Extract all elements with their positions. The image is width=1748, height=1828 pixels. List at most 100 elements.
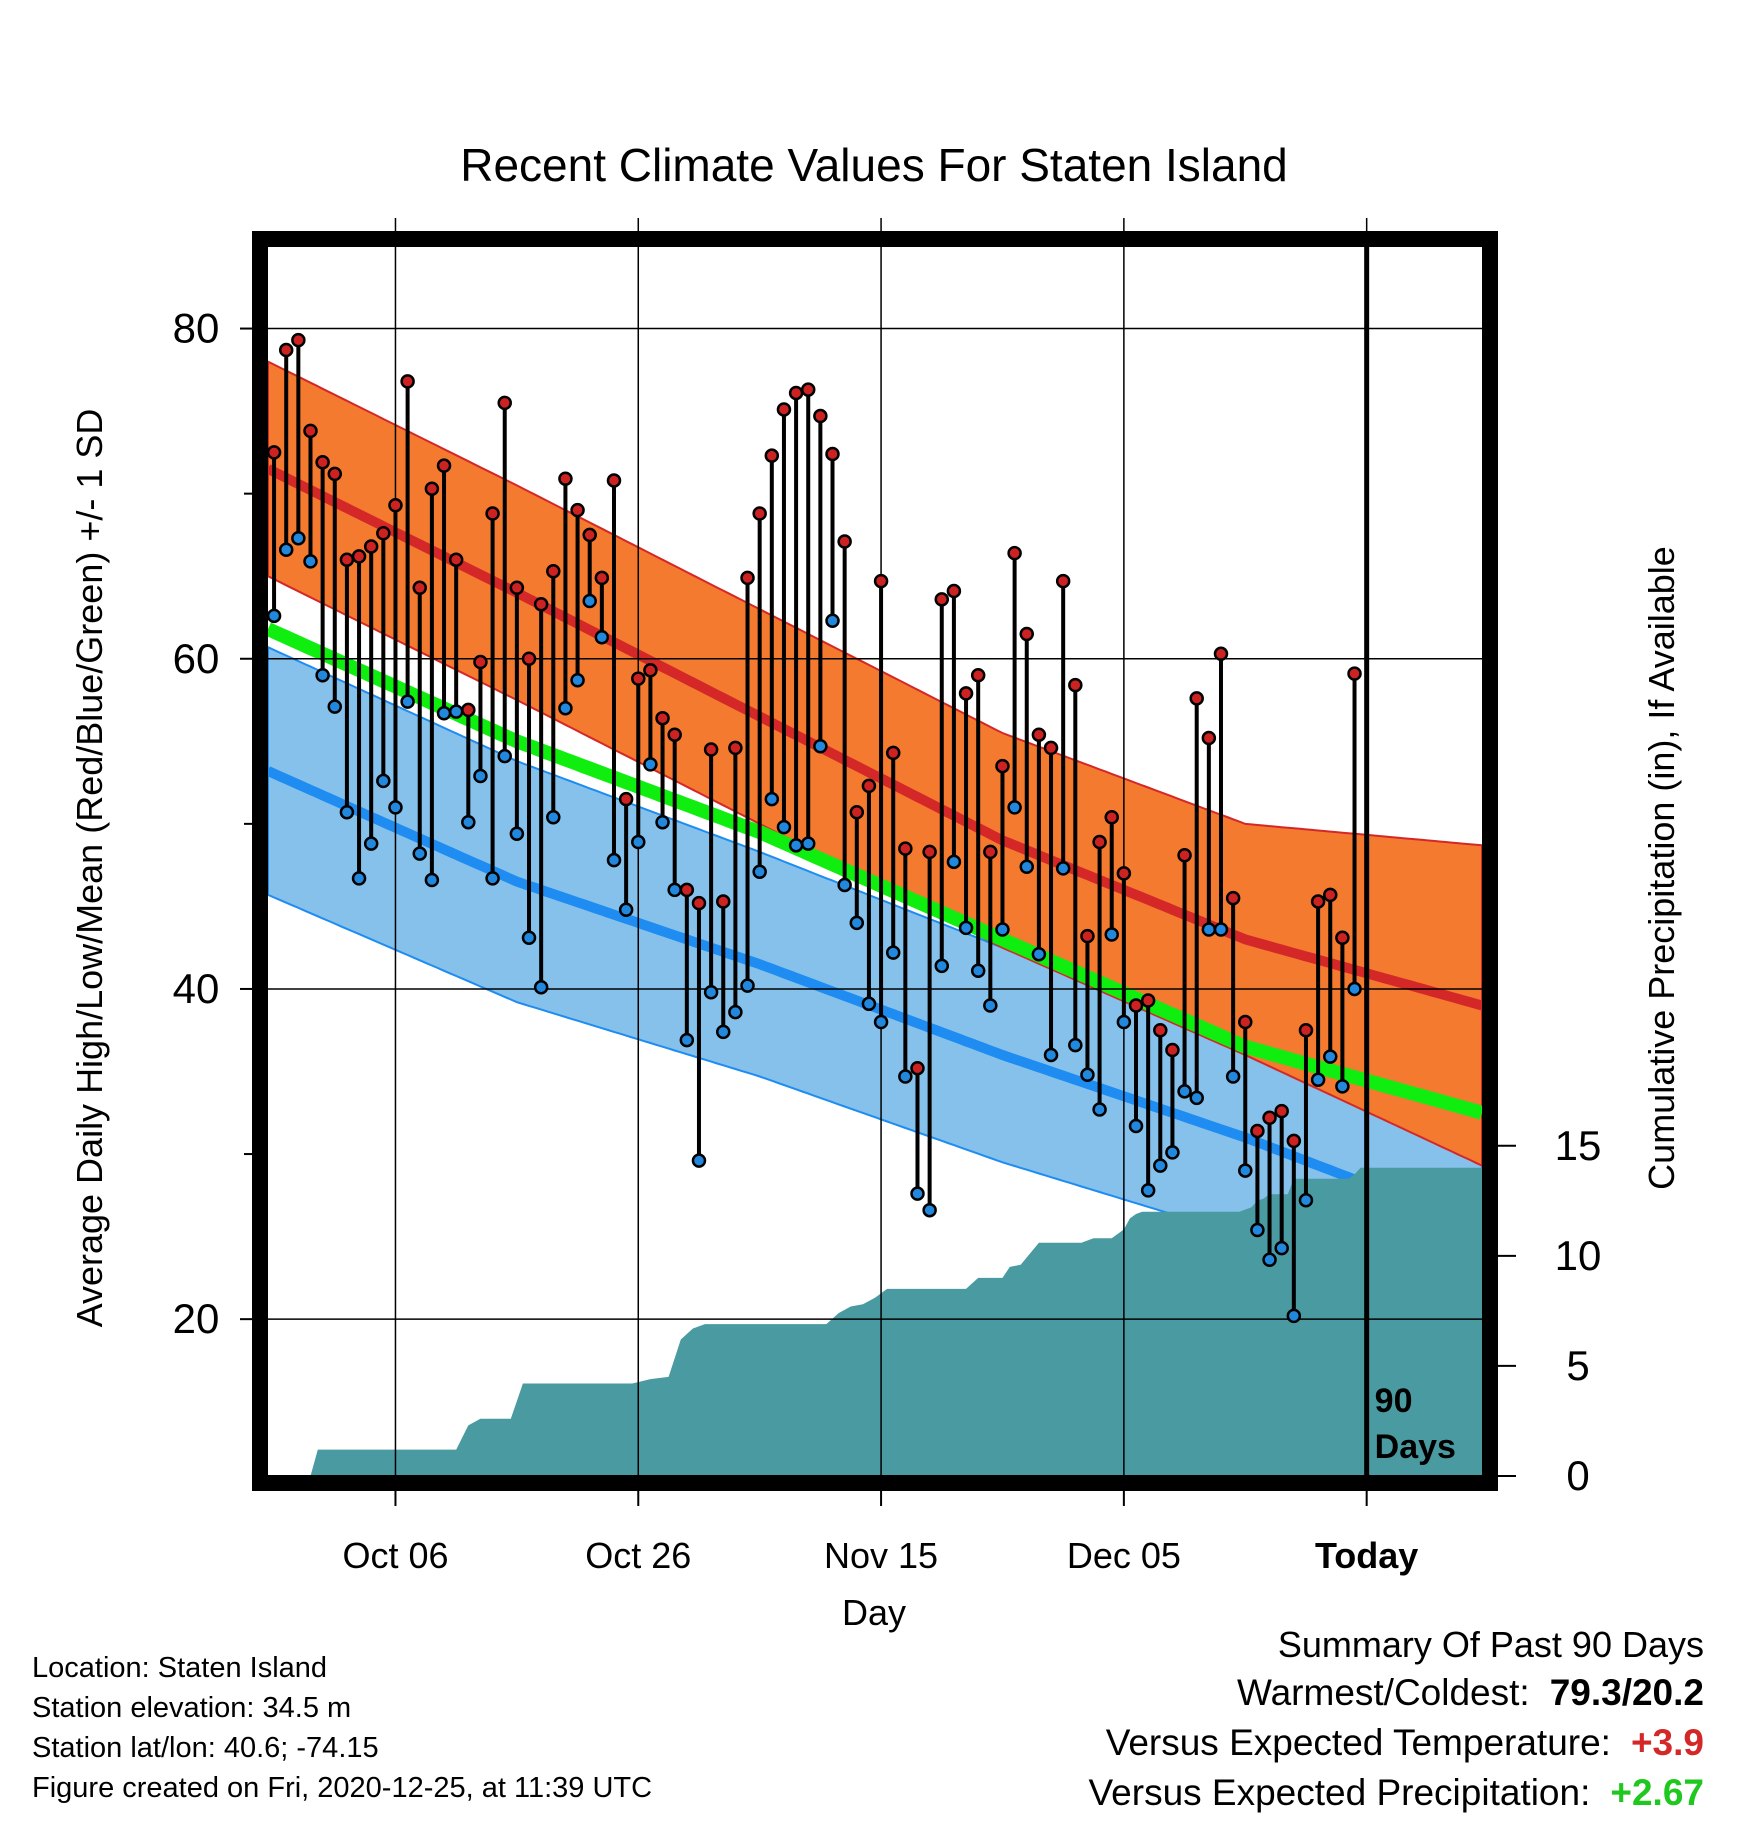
mean-normal-line bbox=[265, 622, 1484, 1120]
day-tick-label: Oct 26 bbox=[585, 1535, 691, 1576]
daily-high-point bbox=[1153, 1022, 1168, 1038]
axis-ticks: 20 40 60 80 0 5 10 15 Oct 06 Oct 26 Nov 15 Dec 05 To… bbox=[173, 305, 1602, 1576]
daily-high-point bbox=[533, 597, 549, 612]
daily-low-point bbox=[825, 613, 840, 629]
daily-high-point bbox=[1031, 727, 1047, 742]
daily-high-point bbox=[497, 395, 512, 411]
daily-high-point bbox=[752, 506, 767, 521]
daily-low-point bbox=[1153, 1158, 1168, 1173]
daily-high-point bbox=[1323, 887, 1338, 903]
daily-low-point bbox=[533, 980, 549, 995]
daily-low-point bbox=[776, 819, 792, 835]
plot-frame bbox=[252, 231, 1498, 1491]
daily-low-point bbox=[521, 930, 537, 946]
daily-low-point bbox=[388, 800, 403, 815]
daily-high-point bbox=[424, 481, 440, 496]
daily-high-point bbox=[558, 471, 573, 487]
daily-low-point bbox=[837, 877, 852, 893]
daily-high-point bbox=[376, 526, 391, 541]
daily-high-point bbox=[643, 663, 658, 678]
daily-low-point bbox=[1298, 1193, 1314, 1208]
daily-low-point bbox=[631, 834, 646, 850]
daily-low-point bbox=[1177, 1084, 1192, 1099]
daily-high-point bbox=[1225, 890, 1241, 906]
daily-high-point bbox=[1189, 691, 1204, 706]
daily-low-point bbox=[1225, 1069, 1241, 1084]
daily-low-point bbox=[291, 530, 306, 546]
daily-low-point bbox=[1213, 922, 1229, 937]
daily-low-point bbox=[946, 854, 962, 870]
daily-low-point bbox=[788, 838, 804, 853]
today-days-label: Days bbox=[1375, 1428, 1456, 1466]
daily-high-point bbox=[606, 473, 622, 488]
daily-low-point bbox=[266, 608, 282, 624]
daily-high-point bbox=[570, 502, 585, 518]
daily-high-point bbox=[546, 563, 561, 579]
footer-latlon: Station lat/lon: 40.6; -74.15 bbox=[32, 1732, 379, 1764]
summary-vs-temperature: Versus Expected Temperature: +3.9 bbox=[1106, 1722, 1704, 1764]
daily-high-point bbox=[1104, 809, 1119, 825]
daily-high-point bbox=[1310, 894, 1326, 909]
daily-high-point bbox=[327, 466, 343, 482]
daily-high-point bbox=[898, 841, 913, 856]
daily-high-point bbox=[1274, 1103, 1289, 1119]
warmest-coldest-value: 79.3/20.2 bbox=[1549, 1672, 1704, 1713]
daily-high-point bbox=[728, 740, 743, 756]
daily-high-point bbox=[1335, 930, 1350, 946]
daily-high-point bbox=[970, 668, 986, 683]
daily-high-point bbox=[800, 382, 816, 397]
daily-low-point bbox=[473, 768, 488, 784]
daily-low-point bbox=[351, 871, 367, 886]
daily-high-point bbox=[1128, 998, 1144, 1013]
daily-high-point bbox=[740, 570, 755, 586]
daily-low-point bbox=[1128, 1118, 1144, 1134]
daily-low-point bbox=[1043, 1047, 1059, 1063]
day-tick-label: Today bbox=[1315, 1535, 1418, 1576]
right-axis-label: Cumulative Precipitation (in), If Availa… bbox=[1641, 546, 1682, 1190]
daily-low-point bbox=[339, 805, 355, 820]
daily-high-point bbox=[655, 710, 670, 726]
temp-tick-label: 80 bbox=[173, 305, 220, 352]
daily-low-point bbox=[667, 882, 682, 898]
footer-elevation: Station elevation: 34.5 m bbox=[32, 1692, 352, 1724]
daily-high-point bbox=[1019, 626, 1034, 642]
summary-warmest-coldest: Warmest/Coldest: 79.3/20.2 bbox=[1237, 1672, 1704, 1714]
daily-low-point bbox=[764, 791, 780, 807]
daily-high-point bbox=[485, 506, 500, 521]
precipitation-area bbox=[268, 1167, 1482, 1476]
precip-tick-label: 5 bbox=[1566, 1342, 1589, 1389]
daily-high-point bbox=[958, 686, 974, 701]
daily-low-point bbox=[898, 1069, 913, 1084]
vs-temp-label: Versus Expected Temperature: bbox=[1105, 1722, 1611, 1763]
daily-high-point bbox=[594, 570, 610, 586]
chart-title: Recent Climate Values For Staten Island bbox=[460, 139, 1288, 191]
daily-high-point bbox=[461, 702, 476, 718]
daily-low-point bbox=[691, 1153, 707, 1168]
daily-low-point bbox=[509, 826, 525, 842]
daily-low-point bbox=[679, 1032, 695, 1048]
daily-low-point bbox=[606, 852, 622, 868]
daily-high-point bbox=[521, 651, 537, 667]
temp-tick-label: 60 bbox=[173, 635, 220, 682]
footer-created: Figure created on Fri, 2020-12-25, at 11… bbox=[32, 1772, 653, 1804]
daily-high-point bbox=[1165, 1042, 1180, 1058]
daily-high-point bbox=[1043, 740, 1059, 756]
observed-temperatures bbox=[266, 332, 1362, 1324]
daily-low-point bbox=[1080, 1067, 1095, 1083]
daily-high-point bbox=[1116, 866, 1132, 881]
daily-high-point bbox=[825, 446, 840, 462]
daily-high-point bbox=[266, 445, 282, 460]
daily-high-point bbox=[388, 497, 403, 513]
daily-high-point bbox=[934, 592, 950, 607]
day-tick-label: Nov 15 bbox=[824, 1535, 938, 1576]
daily-high-point bbox=[691, 895, 707, 911]
daily-low-point bbox=[813, 739, 828, 754]
daily-low-point bbox=[970, 963, 986, 979]
daily-high-point bbox=[837, 534, 852, 549]
daily-low-point bbox=[1140, 1183, 1156, 1198]
daily-high-point bbox=[473, 654, 488, 670]
daily-high-point bbox=[946, 583, 962, 599]
daily-low-point bbox=[728, 1004, 743, 1020]
daily-low-point bbox=[983, 998, 998, 1013]
